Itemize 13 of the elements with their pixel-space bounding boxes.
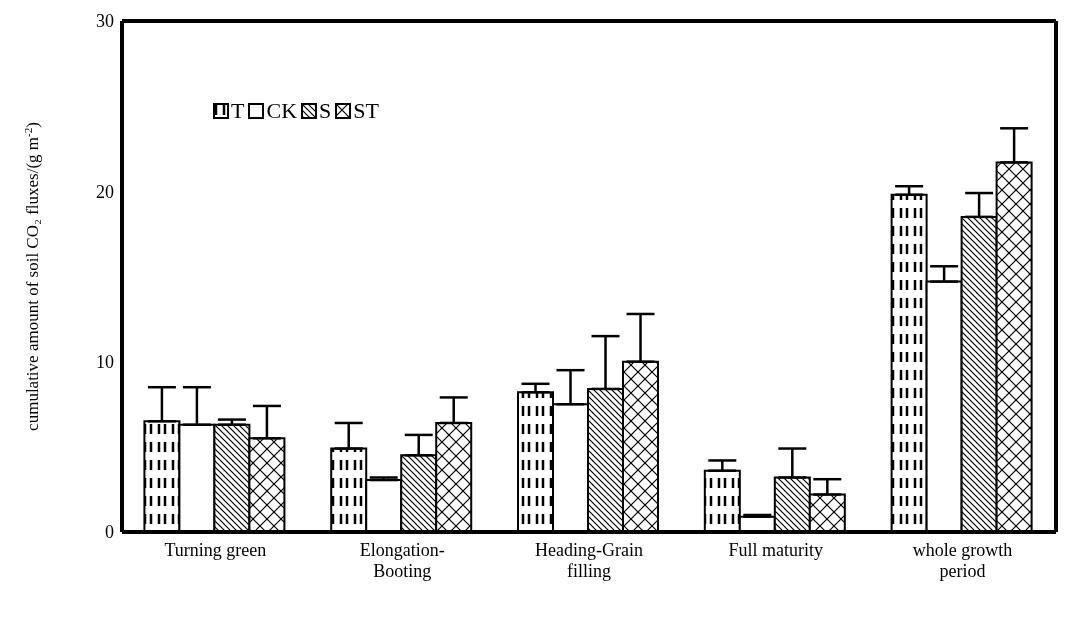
y-tick-label: 10 [96, 352, 114, 373]
y-tick-label: 30 [96, 11, 114, 32]
legend-label: S [319, 98, 332, 124]
x-tick-label: whole growth period [912, 540, 1013, 581]
x-tick-label: Elongation-Booting [359, 540, 445, 581]
y-tick-label: 0 [105, 522, 114, 543]
x-tick-label: Full maturity [728, 540, 824, 560]
legend-label: ST [353, 98, 379, 124]
x-tick-label: Heading-Grain filling [535, 540, 643, 581]
y-tick-label: 20 [96, 181, 114, 202]
legend-label: T [231, 98, 245, 124]
x-tick-label: Turning green [164, 540, 267, 560]
legend-label: CK [266, 98, 298, 124]
